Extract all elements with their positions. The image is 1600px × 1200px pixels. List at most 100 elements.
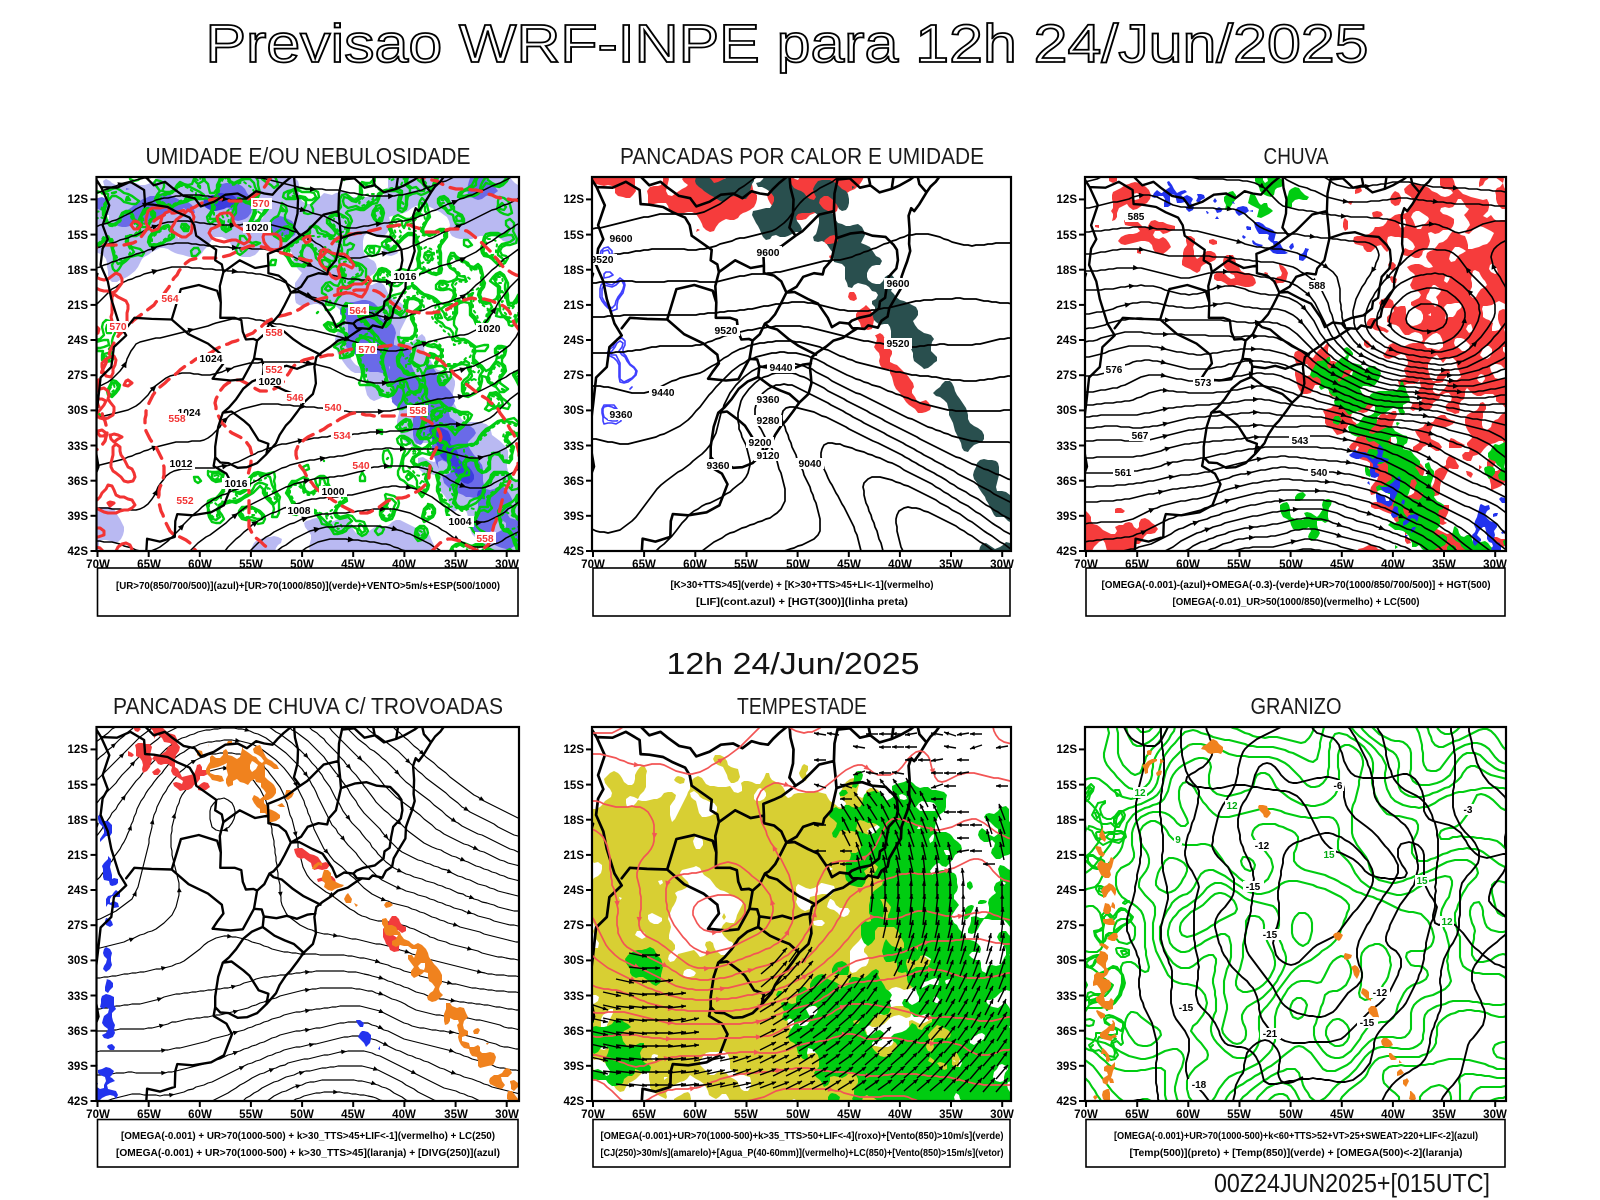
svg-text:60W: 60W xyxy=(683,1109,707,1121)
svg-text:35W: 35W xyxy=(939,1109,963,1121)
svg-text:15S: 15S xyxy=(1057,230,1078,242)
svg-text:576: 576 xyxy=(1106,365,1123,376)
svg-text:42S: 42S xyxy=(68,1096,89,1108)
svg-text:40W: 40W xyxy=(1381,559,1405,571)
svg-text:12S: 12S xyxy=(68,744,89,756)
svg-text:33S: 33S xyxy=(68,991,89,1003)
svg-text:12S: 12S xyxy=(1057,194,1078,206)
svg-text:70W: 70W xyxy=(86,1109,110,1121)
svg-text:558: 558 xyxy=(168,414,185,425)
svg-text:55W: 55W xyxy=(1227,559,1251,571)
svg-text:65W: 65W xyxy=(1125,559,1149,571)
svg-text:1000: 1000 xyxy=(322,487,345,498)
svg-text:24S: 24S xyxy=(564,885,585,897)
svg-text:12S: 12S xyxy=(1057,744,1078,756)
svg-text:36S: 36S xyxy=(564,476,585,488)
svg-text:[Temp(500)](preto) + [Temp(850: [Temp(500)](preto) + [Temp(850)](verde) … xyxy=(1130,1148,1463,1159)
svg-text:65W: 65W xyxy=(137,559,161,571)
svg-text:558: 558 xyxy=(476,534,493,545)
svg-text:39S: 39S xyxy=(1057,511,1078,523)
svg-text:-15: -15 xyxy=(1263,930,1278,941)
svg-text:12: 12 xyxy=(1441,917,1453,928)
svg-text:00Z24JUN2025+[015UTC]: 00Z24JUN2025+[015UTC] xyxy=(1214,1168,1490,1198)
svg-text:9440: 9440 xyxy=(652,388,675,399)
svg-text:45W: 45W xyxy=(1330,1109,1354,1121)
svg-text:42S: 42S xyxy=(1057,546,1078,558)
svg-text:39S: 39S xyxy=(564,511,585,523)
svg-text:-3: -3 xyxy=(1464,805,1473,816)
svg-text:27S: 27S xyxy=(564,920,585,932)
svg-text:552: 552 xyxy=(176,496,193,507)
svg-text:55W: 55W xyxy=(239,1109,263,1121)
svg-text:33S: 33S xyxy=(564,991,585,1003)
svg-text:558: 558 xyxy=(265,328,282,339)
svg-text:18S: 18S xyxy=(1057,265,1078,277)
svg-text:36S: 36S xyxy=(68,1026,89,1038)
svg-text:-15: -15 xyxy=(1360,1018,1375,1029)
svg-text:30S: 30S xyxy=(68,405,89,417)
svg-text:35W: 35W xyxy=(1432,559,1456,571)
svg-text:15: 15 xyxy=(1416,876,1428,887)
svg-text:21S: 21S xyxy=(68,300,89,312)
svg-text:30S: 30S xyxy=(1057,405,1078,417)
svg-text:55W: 55W xyxy=(734,559,758,571)
svg-text:70W: 70W xyxy=(1074,1109,1098,1121)
svg-text:9040: 9040 xyxy=(799,459,822,470)
svg-text:39S: 39S xyxy=(564,1061,585,1073)
svg-text:1020: 1020 xyxy=(259,377,282,388)
svg-text:70W: 70W xyxy=(581,1109,605,1121)
svg-text:21S: 21S xyxy=(68,850,89,862)
svg-text:GRANIZO: GRANIZO xyxy=(1251,693,1342,719)
svg-text:35W: 35W xyxy=(1432,1109,1456,1121)
svg-text:55W: 55W xyxy=(239,559,263,571)
svg-text:36S: 36S xyxy=(68,476,89,488)
svg-text:36S: 36S xyxy=(1057,1026,1078,1038)
svg-text:9600: 9600 xyxy=(610,234,633,245)
svg-text:-15: -15 xyxy=(1179,1003,1194,1014)
svg-text:9440: 9440 xyxy=(770,363,793,374)
svg-text:15S: 15S xyxy=(68,780,89,792)
svg-text:PANCADAS POR CALOR E UMIDADE: PANCADAS POR CALOR E UMIDADE xyxy=(620,143,984,169)
svg-text:9600: 9600 xyxy=(887,279,910,290)
svg-text:534: 534 xyxy=(333,431,350,442)
svg-text:30S: 30S xyxy=(68,955,89,967)
svg-text:36S: 36S xyxy=(564,1026,585,1038)
svg-text:40W: 40W xyxy=(888,1109,912,1121)
svg-text:45W: 45W xyxy=(837,1109,861,1121)
svg-text:[OMEGA(-0.001)+UR>70(1000-500): [OMEGA(-0.001)+UR>70(1000-500)+k>35_TTS>… xyxy=(601,1131,1004,1142)
svg-text:-18: -18 xyxy=(1192,1080,1207,1091)
svg-text:9600: 9600 xyxy=(757,248,780,259)
svg-text:1016: 1016 xyxy=(225,479,248,490)
svg-text:570: 570 xyxy=(109,322,126,333)
svg-text:50W: 50W xyxy=(1279,1109,1303,1121)
svg-text:[K>30+TTS>45](verde) + [K>30+T: [K>30+TTS>45](verde) + [K>30+TTS>45+LI<-… xyxy=(671,580,934,591)
svg-text:60W: 60W xyxy=(683,559,707,571)
svg-text:50W: 50W xyxy=(786,559,810,571)
svg-text:21S: 21S xyxy=(564,850,585,862)
svg-text:35W: 35W xyxy=(939,559,963,571)
svg-text:40W: 40W xyxy=(392,1109,416,1121)
svg-text:55W: 55W xyxy=(1227,1109,1251,1121)
svg-text:27S: 27S xyxy=(564,370,585,382)
svg-text:30S: 30S xyxy=(1057,955,1078,967)
svg-text:39S: 39S xyxy=(68,511,89,523)
svg-text:564: 564 xyxy=(349,306,366,317)
svg-text:30S: 30S xyxy=(564,405,585,417)
svg-text:33S: 33S xyxy=(564,441,585,453)
svg-text:60W: 60W xyxy=(1176,559,1200,571)
svg-text:36S: 36S xyxy=(1057,476,1078,488)
svg-text:567: 567 xyxy=(1132,431,1149,442)
svg-text:546: 546 xyxy=(286,393,303,404)
svg-text:CHUVA: CHUVA xyxy=(1264,143,1330,169)
svg-text:45W: 45W xyxy=(341,1109,365,1121)
svg-text:-15: -15 xyxy=(1246,882,1261,893)
svg-text:24S: 24S xyxy=(68,335,89,347)
svg-text:1012: 1012 xyxy=(170,459,193,470)
svg-text:27S: 27S xyxy=(1057,920,1078,932)
svg-text:18S: 18S xyxy=(68,815,89,827)
svg-text:[UR>70(850/700/500)](azul)+[UR: [UR>70(850/700/500)](azul)+[UR>70(1000/8… xyxy=(116,581,500,592)
svg-text:35W: 35W xyxy=(444,1109,468,1121)
svg-text:9520: 9520 xyxy=(887,339,910,350)
svg-text:42S: 42S xyxy=(68,546,89,558)
svg-text:9200: 9200 xyxy=(749,438,772,449)
